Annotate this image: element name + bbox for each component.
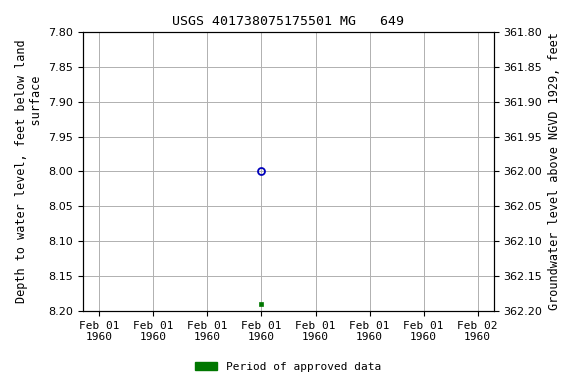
- Legend: Period of approved data: Period of approved data: [191, 358, 385, 377]
- Y-axis label: Depth to water level, feet below land
                    surface: Depth to water level, feet below land su…: [15, 40, 43, 303]
- Y-axis label: Groundwater level above NGVD 1929, feet: Groundwater level above NGVD 1929, feet: [548, 32, 561, 310]
- Title: USGS 401738075175501 MG   649: USGS 401738075175501 MG 649: [172, 15, 404, 28]
